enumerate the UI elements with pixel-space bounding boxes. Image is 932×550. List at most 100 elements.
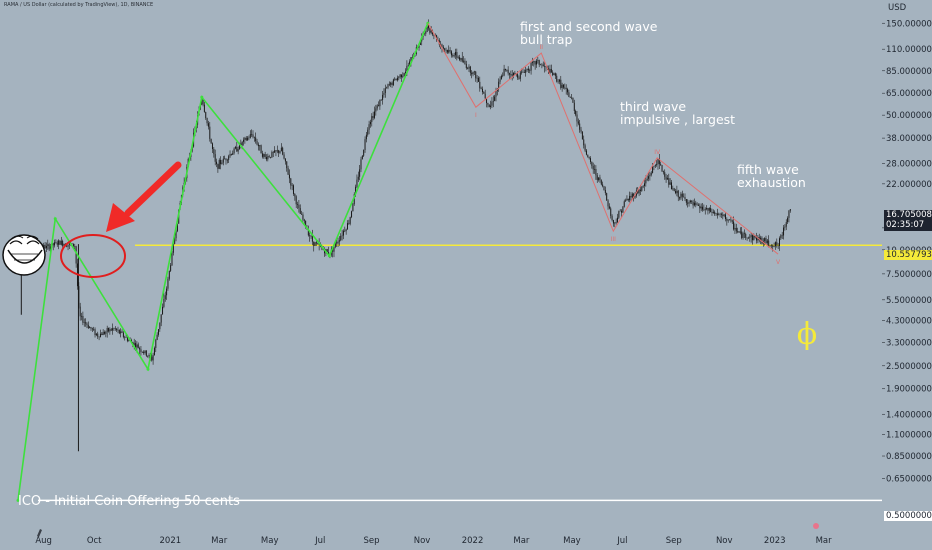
candle-body xyxy=(425,31,427,34)
time-tick-label: Mar xyxy=(513,536,530,546)
candle-body xyxy=(545,66,547,68)
candle-body xyxy=(106,327,108,332)
candle-body xyxy=(598,177,600,180)
candle-body xyxy=(136,344,138,348)
candle-body xyxy=(133,343,135,346)
candle-body xyxy=(603,186,605,191)
candle-body xyxy=(571,97,573,99)
candle-body xyxy=(140,349,142,352)
event-marker-icon xyxy=(813,523,819,529)
candle-body xyxy=(216,161,218,165)
elliott-pivot xyxy=(16,498,20,502)
candle-body xyxy=(669,182,671,185)
wave-count-line xyxy=(427,23,779,255)
candle-body xyxy=(344,230,346,232)
candle-body xyxy=(529,70,531,71)
candle-body xyxy=(334,242,336,247)
candle-body xyxy=(526,68,528,70)
candle-body xyxy=(352,203,354,212)
candle-body xyxy=(639,189,641,191)
candle-body xyxy=(213,148,215,155)
candle-body xyxy=(355,186,357,195)
candle-body xyxy=(391,82,393,86)
candle-body xyxy=(622,206,624,213)
candle-body xyxy=(638,189,640,194)
candle-body xyxy=(723,214,725,216)
candle-body xyxy=(468,66,470,69)
candle-body xyxy=(426,25,428,32)
candle-body xyxy=(608,206,610,209)
time-tick-label: May xyxy=(563,536,581,546)
candle-body xyxy=(538,60,540,65)
wave-label: V xyxy=(776,259,781,266)
price-tick-label: 7.5000000 xyxy=(886,270,932,280)
candle-body xyxy=(494,96,496,101)
candle-body xyxy=(86,323,88,325)
candle-body xyxy=(540,64,542,66)
candle-body xyxy=(486,98,488,103)
candle-body xyxy=(446,50,448,53)
elliott-pivot xyxy=(327,254,331,258)
candle-body xyxy=(544,66,546,67)
candle-body xyxy=(480,88,482,89)
candle-body xyxy=(500,75,502,80)
time-tick-label: Sep xyxy=(666,536,682,546)
candle-body xyxy=(567,88,569,93)
candle-body xyxy=(581,131,583,140)
candle-body xyxy=(288,174,290,179)
candle-body xyxy=(560,79,562,88)
candle-body xyxy=(787,217,789,223)
candle-body xyxy=(286,161,288,169)
wave-label: III xyxy=(611,236,617,243)
candle-body xyxy=(116,328,118,331)
candle-body xyxy=(297,204,299,205)
candle-body xyxy=(167,278,169,289)
candle-body xyxy=(626,198,628,201)
candle-body xyxy=(449,50,451,52)
candle-body xyxy=(226,159,228,161)
candle-body xyxy=(164,295,166,300)
candle-body xyxy=(59,240,61,245)
candle-body xyxy=(592,165,594,170)
candle-body xyxy=(722,214,724,216)
time-tick-label: Jul xyxy=(616,536,627,546)
candle-body xyxy=(220,159,222,165)
candle-body xyxy=(576,114,578,122)
candle-body xyxy=(114,328,116,329)
candle-body xyxy=(585,150,587,155)
candle-body xyxy=(261,153,263,157)
candle-body xyxy=(569,96,571,98)
candle-body xyxy=(278,150,280,153)
candle-body xyxy=(302,214,304,220)
candle-body xyxy=(267,156,269,160)
candle-body xyxy=(125,337,127,338)
candle-body xyxy=(641,186,643,191)
candle-body xyxy=(514,72,516,75)
candle-body xyxy=(739,231,741,233)
arrow-head xyxy=(106,203,135,232)
candle-body xyxy=(274,150,276,153)
candle-body xyxy=(535,60,537,65)
annotation-third-wave: third wave impulsive , largest xyxy=(620,99,736,127)
candle-body xyxy=(685,198,687,203)
candle-body xyxy=(168,270,170,279)
candle-body xyxy=(785,222,787,227)
candle-body xyxy=(384,88,386,94)
candle-body xyxy=(283,154,285,159)
candle-body xyxy=(746,237,748,239)
trollface-brows xyxy=(11,235,39,240)
candle-body xyxy=(256,141,258,145)
candle-body xyxy=(607,200,609,207)
candle-body xyxy=(94,329,96,336)
trollface-grin xyxy=(7,249,43,264)
candle-body xyxy=(789,209,791,211)
candle-body xyxy=(418,44,420,48)
candle-body xyxy=(79,306,81,317)
candle-body xyxy=(128,339,130,341)
candle-body xyxy=(756,237,758,241)
candle-body xyxy=(93,329,95,330)
time-tick-label: 2022 xyxy=(462,536,484,546)
candle-body xyxy=(450,51,452,56)
